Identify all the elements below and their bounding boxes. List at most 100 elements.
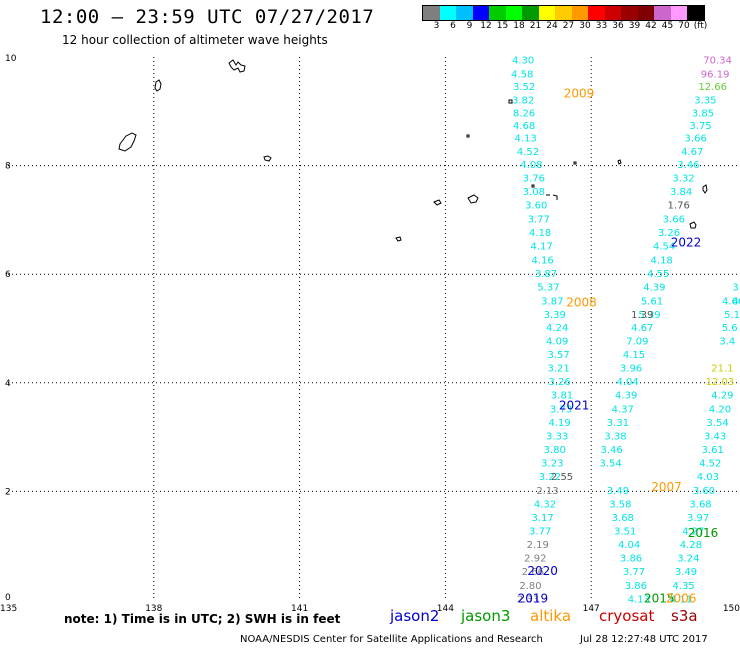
wave-height-value: 3.08 xyxy=(523,187,545,198)
page-subtitle: 12 hour collection of altimeter wave hei… xyxy=(62,33,328,47)
wave-height-value: 4.39 xyxy=(643,283,665,294)
x-tick-label: 147 xyxy=(583,604,600,614)
wave-height-value: 3.68 xyxy=(689,499,711,510)
scale-label: 9 xyxy=(466,21,473,31)
wave-height-value: 4.37 xyxy=(612,404,634,415)
island-outline xyxy=(118,132,137,152)
wave-height-value: 3.87 xyxy=(541,296,563,307)
y-tick-label: 0 xyxy=(5,593,11,603)
scale-swatch xyxy=(588,6,605,20)
scale-label: 6 xyxy=(450,21,456,31)
scale-label: 30 xyxy=(579,21,591,31)
wave-height-value: 3.84 xyxy=(670,187,692,198)
pass-id-label: 2019 xyxy=(518,591,549,605)
wave-height-value: 3.82 xyxy=(512,95,534,106)
wave-height-value: 5.1 xyxy=(724,310,740,321)
wave-height-value: 4.16 xyxy=(531,256,553,267)
wave-height-value: 3.76 xyxy=(523,174,545,185)
wave-height-value: 4.54 xyxy=(653,241,675,252)
island-outline xyxy=(263,155,272,162)
wave-height-value: 4.20 xyxy=(709,404,731,415)
scale-label: (ft) xyxy=(693,21,708,31)
scale-swatch xyxy=(637,6,654,20)
satellite-legend-cryosat: cryosat xyxy=(599,607,655,625)
wave-height-value: 3.49 xyxy=(607,486,629,497)
pass-id-label: 2016 xyxy=(688,526,719,540)
wave-height-value: 3.77 xyxy=(528,214,550,225)
scale-label: 39 xyxy=(628,21,641,31)
scale-label: 27 xyxy=(562,21,575,31)
wave-height-value: 3.21 xyxy=(548,364,570,375)
wave-height-value: 3.54 xyxy=(706,418,728,429)
wave-height-value: 4.04 xyxy=(618,540,640,551)
wave-height-value: 2.92 xyxy=(524,554,546,565)
wave-height-value: 3.24 xyxy=(677,554,699,565)
wave-height-value: 3.73 xyxy=(550,404,572,415)
wave-height-value: 96.19 xyxy=(701,69,730,80)
wave-height-value: 3.51 xyxy=(614,526,636,537)
wave-height-value: 21.1 xyxy=(711,364,733,375)
wave-height-value: 3.43 xyxy=(704,431,726,442)
scale-label: 3 xyxy=(433,21,440,31)
wave-height-value: 3.80 xyxy=(544,445,566,456)
scale-label: 12 xyxy=(480,21,492,31)
color-scale-legend: 3 6 9 12 15 18 21 24 27 30 33 36 39 42 45 70 (ft) xyxy=(422,5,707,31)
satellite-legend-altika: altika xyxy=(530,607,572,625)
wave-height-value: 3.85 xyxy=(692,108,714,119)
island-outline xyxy=(689,221,697,229)
axis-tick-labels: 135 138 141 144 147 150 0 2 4 6 8 10 xyxy=(0,54,740,614)
satellite-legend-jason2: jason2 xyxy=(390,607,440,625)
wave-height-value: 4.67 xyxy=(681,147,703,158)
wave-height-value: 4.27 xyxy=(682,526,704,537)
wave-height-value: 3.38 xyxy=(604,431,626,442)
wave-height-value: 3.96 xyxy=(620,364,642,375)
x-tick-label: 138 xyxy=(145,604,162,614)
wave-height-value: 4.15 xyxy=(623,350,645,361)
island-outline xyxy=(531,184,535,188)
wave-height-value: 5.61 xyxy=(641,296,663,307)
wave-height-value: 4.30 xyxy=(512,56,534,67)
wave-height-value: 2.33 xyxy=(517,594,539,605)
wave-height-value: 3.60 xyxy=(525,201,547,212)
x-tick-label: 141 xyxy=(291,604,308,614)
pass-id-label: 2015 xyxy=(644,591,675,605)
wave-height-value: 3.54 xyxy=(600,459,622,470)
wave-height-value: 3.17 xyxy=(531,513,553,524)
wave-height-value: 3.68 xyxy=(612,513,634,524)
scale-swatch xyxy=(505,6,522,20)
scale-label: 36 xyxy=(612,21,624,31)
island-outline xyxy=(617,159,622,165)
wave-height-value: 4.39 xyxy=(615,391,637,402)
scale-swatch xyxy=(571,6,588,20)
wave-height-value: 4.35 xyxy=(672,581,694,592)
pass-id-label: 2008 xyxy=(566,295,597,309)
wave-height-value: 2.13 xyxy=(536,486,558,497)
pass-id-label: 2021 xyxy=(559,399,590,413)
y-tick-label: 8 xyxy=(5,162,11,172)
wave-height-value: 3.26 xyxy=(658,228,680,239)
wave-height-value: 3.66 xyxy=(685,133,707,144)
wave-height-value: 3.86 xyxy=(620,554,642,565)
scale-swatch xyxy=(654,6,671,20)
wave-height-value: 3.87 xyxy=(535,269,557,280)
footer-timestamp: Jul 28 12:27:48 UTC 2017 xyxy=(580,634,708,645)
pass-id-label: 2020 xyxy=(527,564,558,578)
wave-height-value: 2.55 xyxy=(551,472,573,483)
wave-height-value: 4.13 xyxy=(628,594,650,605)
wave-height-value: 3.46 xyxy=(600,445,622,456)
footer-agency: NOAA/NESDIS Center for Satellite Applica… xyxy=(240,634,543,645)
wave-height-value: 2.19 xyxy=(527,540,549,551)
wave-height-value: 3.4 xyxy=(719,336,735,347)
wave-height-value: 4.18 xyxy=(651,256,673,267)
island-outline xyxy=(546,194,558,200)
wave-height-value: 1.39 xyxy=(631,310,653,321)
island-outline xyxy=(573,161,577,165)
wave-height-value: 4.68 xyxy=(513,121,535,132)
note-text: note: 1) Time is in UTC; 2) SWH is in fe… xyxy=(64,612,341,626)
wave-height-value: 4.09 xyxy=(546,336,568,347)
coastlines xyxy=(118,59,708,242)
wave-height-value: 3.32 xyxy=(672,174,694,185)
wave-height-value: 3.60 xyxy=(693,486,715,497)
